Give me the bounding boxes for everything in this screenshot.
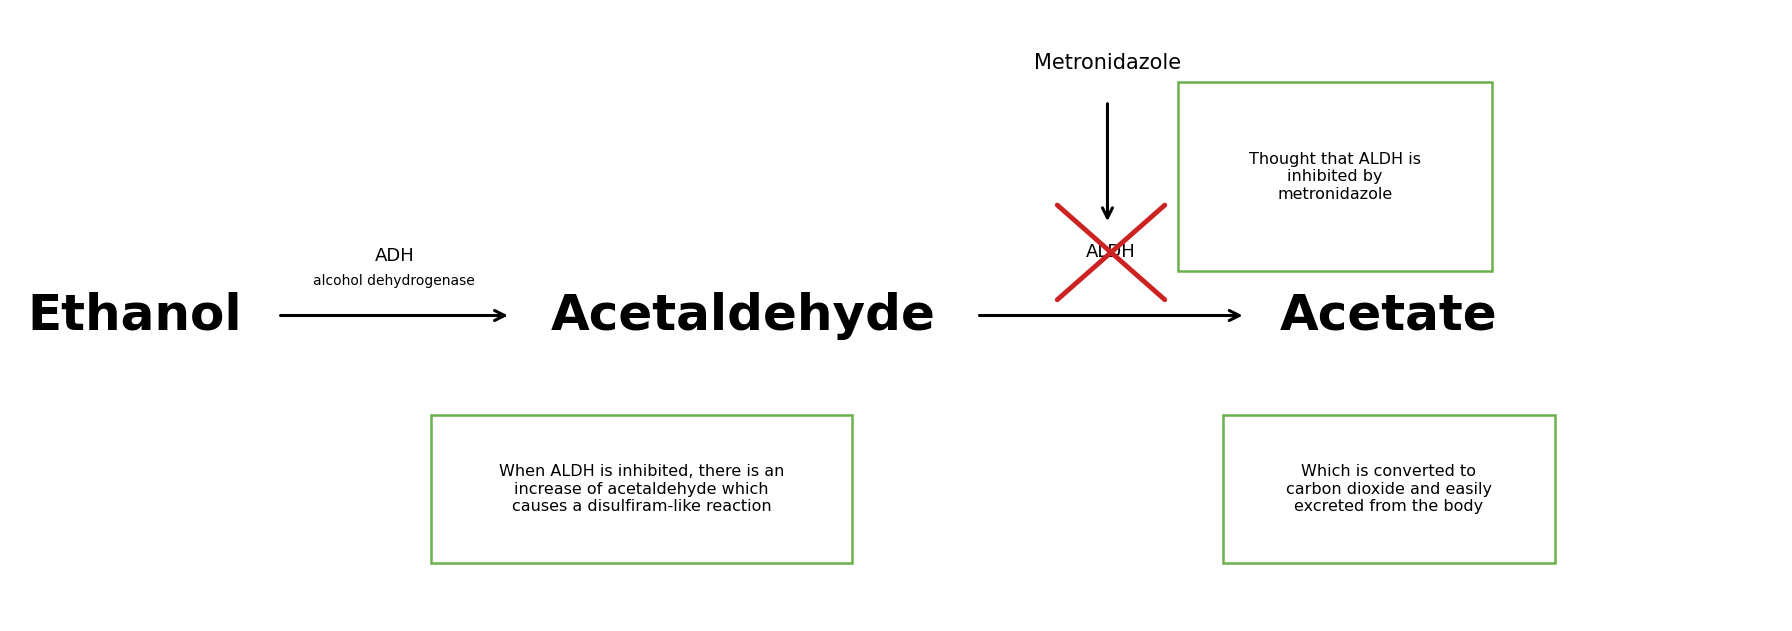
FancyBboxPatch shape — [1224, 415, 1555, 563]
Text: Acetaldehyde: Acetaldehyde — [552, 292, 935, 339]
Text: Metronidazole: Metronidazole — [1034, 53, 1181, 73]
FancyBboxPatch shape — [1179, 82, 1491, 271]
Text: Thought that ALDH is
inhibited by
metronidazole: Thought that ALDH is inhibited by metron… — [1249, 152, 1421, 201]
Text: alcohol dehydrogenase: alcohol dehydrogenase — [314, 274, 475, 288]
FancyBboxPatch shape — [432, 415, 853, 563]
Text: Acetate: Acetate — [1279, 292, 1498, 339]
Text: ADH: ADH — [375, 247, 414, 264]
Text: ALDH: ALDH — [1086, 244, 1136, 261]
Text: Which is converted to
carbon dioxide and easily
excreted from the body: Which is converted to carbon dioxide and… — [1287, 464, 1491, 514]
Text: When ALDH is inhibited, there is an
increase of acetaldehyde which
causes a disu: When ALDH is inhibited, there is an incr… — [498, 464, 785, 514]
Text: Ethanol: Ethanol — [27, 292, 242, 339]
